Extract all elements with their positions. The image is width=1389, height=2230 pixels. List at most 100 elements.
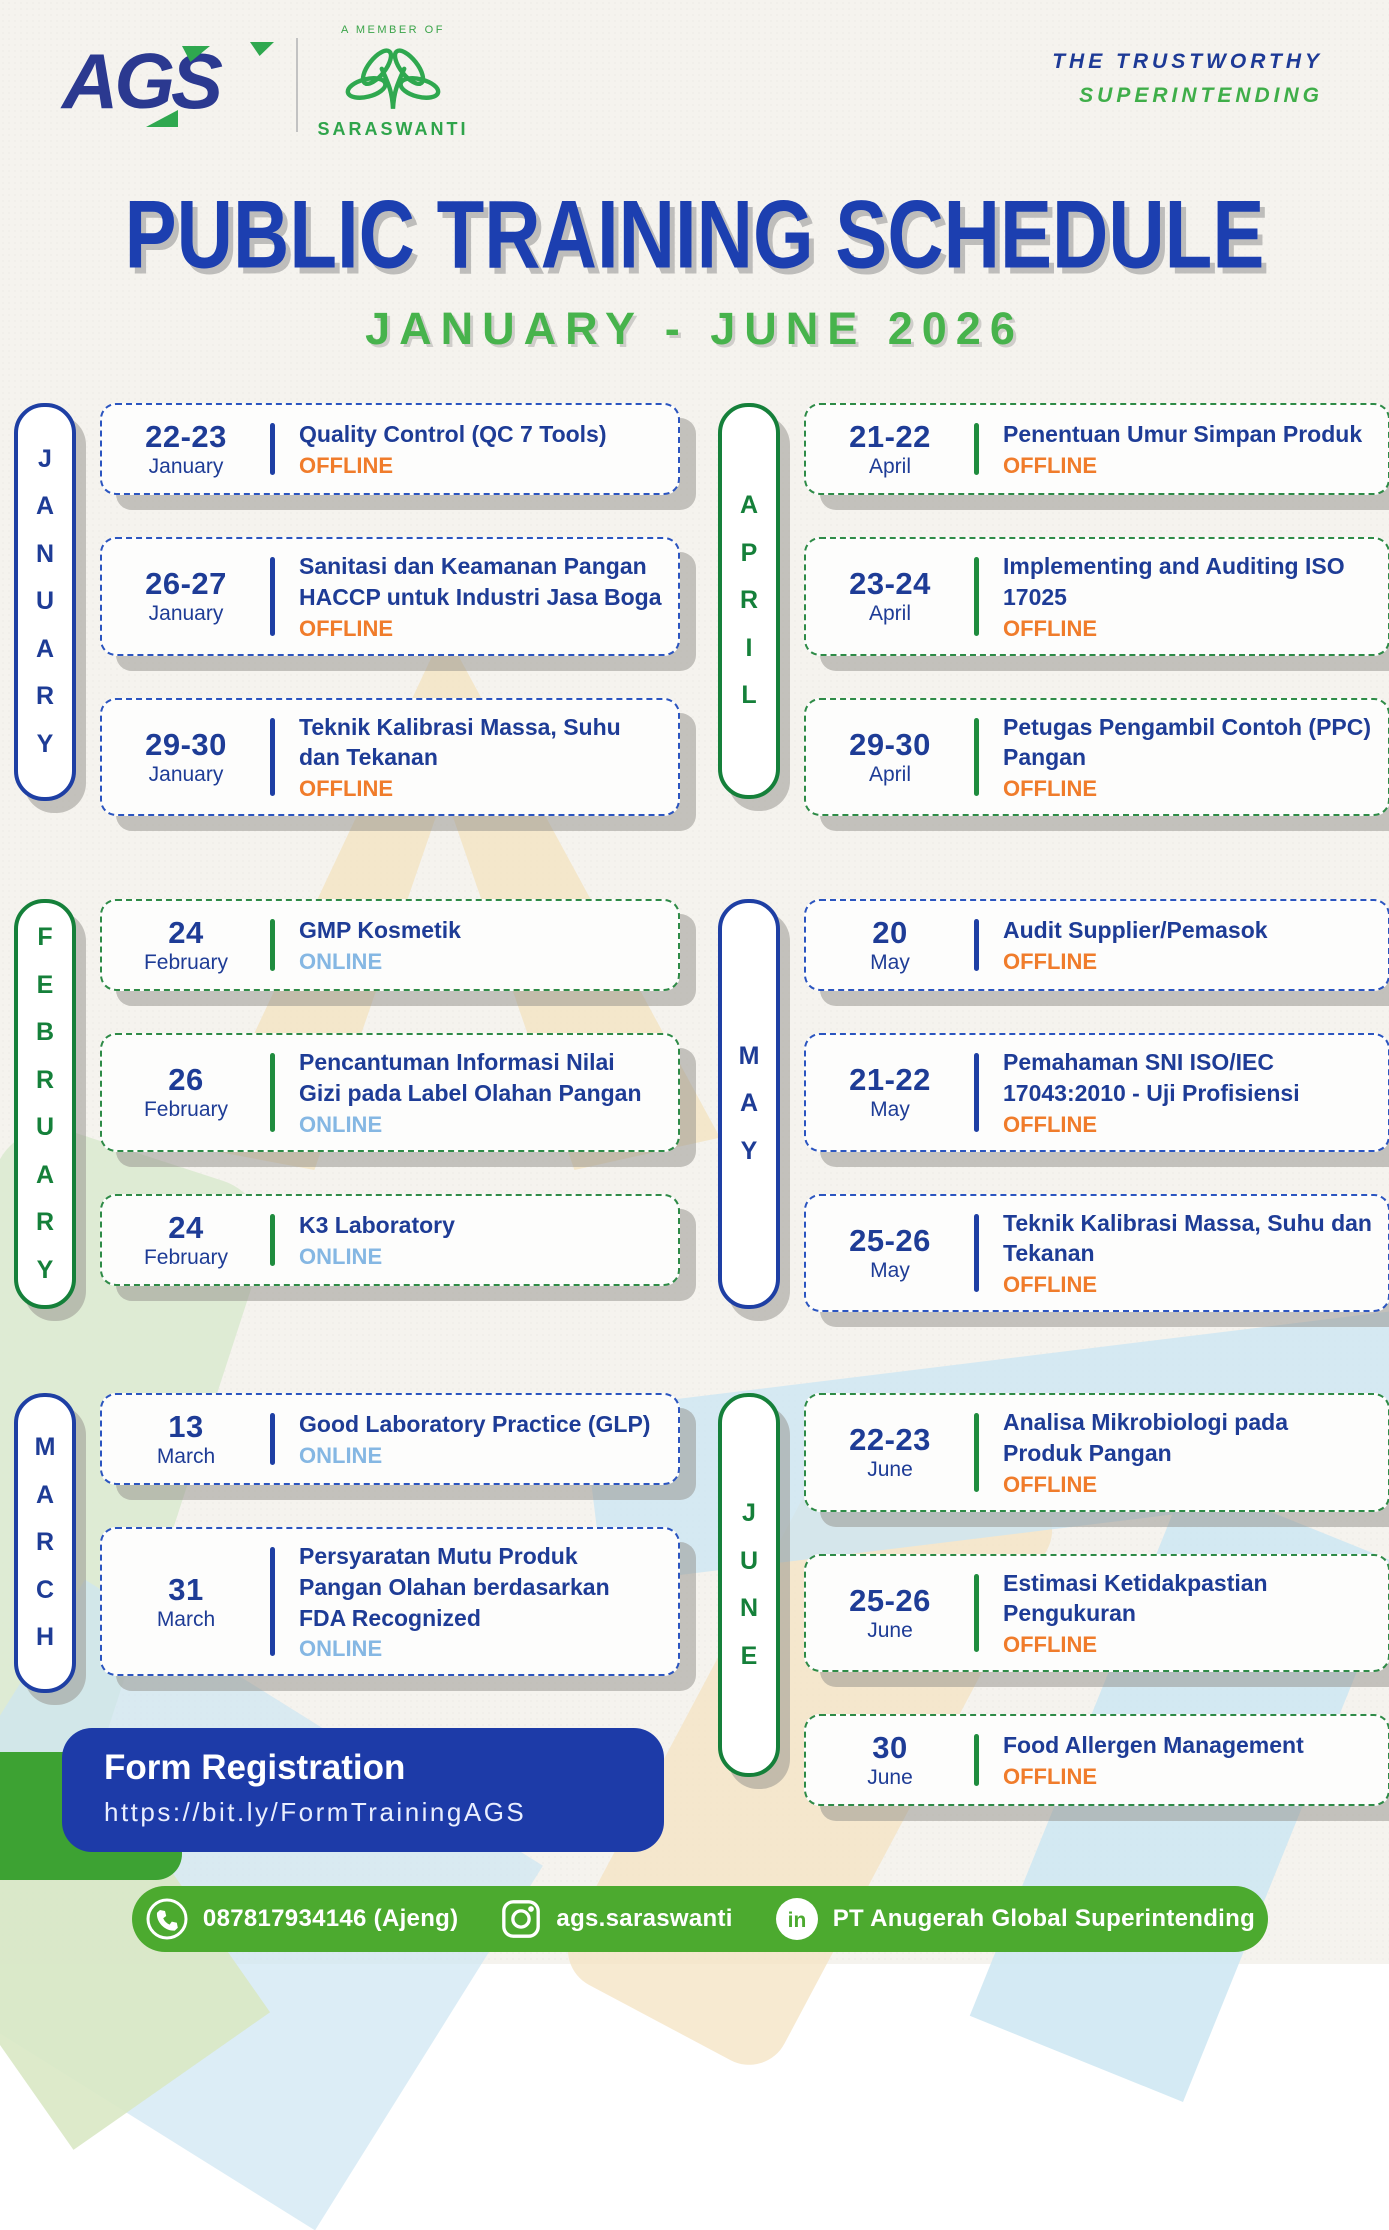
event-mode: ONLINE <box>299 1111 383 1137</box>
card-divider <box>974 1413 979 1492</box>
training-card: 21-22 April Penentuan Umur Simpan Produk… <box>804 403 1389 495</box>
registration-url-link[interactable]: https://bit.ly/FormTrainingAGS <box>104 1797 527 1827</box>
event-date-month: January <box>148 602 224 626</box>
event-body: Estimasi Ketidakpastian Pengukuran OFFLI… <box>979 1568 1372 1659</box>
month-cards-march: 13 March Good Laboratory Practice (GLP) … <box>100 1393 680 1693</box>
event-mode: OFFLINE <box>1003 452 1098 478</box>
event-date: 21-22 May <box>806 1062 974 1122</box>
event-date-month: February <box>143 951 229 974</box>
training-card: 22-23 January Quality Control (QC 7 Tool… <box>100 403 680 495</box>
lotus-icon <box>308 40 478 117</box>
event-date: 26-27 January <box>102 566 270 626</box>
event-title: Estimasi Ketidakpastian Pengukuran <box>1003 1569 1268 1627</box>
registration-panel: Form Registration https://bit.ly/FormTra… <box>62 1728 664 1852</box>
event-title: Analisa Mikrobiologi pada Produk Pangan <box>1003 1409 1288 1466</box>
event-body: Quality Control (QC 7 Tools) OFFLINE <box>275 419 662 479</box>
page-subtitle: JANUARY - JUNE 2026 <box>365 303 1024 354</box>
event-title: Persyaratan Mutu Produk Pangan Olahan be… <box>299 1543 610 1631</box>
event-date-month: May <box>870 951 910 974</box>
event-date-month: April <box>868 602 911 626</box>
event-body: Petugas Pengambil Contoh (PPC) Pangan OF… <box>979 712 1372 803</box>
event-body: Implementing and Auditing ISO 17025 OFFL… <box>979 551 1372 642</box>
training-card: 29-30 April Petugas Pengambil Contoh (PP… <box>804 697 1389 817</box>
event-mode: OFFLINE <box>1003 615 1098 641</box>
event-date: 26 February <box>102 1062 270 1122</box>
event-title: Audit Supplier/Pemasok <box>1003 917 1268 944</box>
instagram-icon <box>500 1898 542 1940</box>
event-title: Pemahaman SNI ISO/IEC 17043:2010 - Uji P… <box>1003 1049 1300 1106</box>
event-title: Pencantuman Informasi Nilai Gizi pada La… <box>299 1049 642 1106</box>
event-date: 22-23 January <box>102 419 270 479</box>
training-card: 20 May Audit Supplier/Pemasok OFFLINE <box>804 899 1389 991</box>
event-body: Good Laboratory Practice (GLP) ONLINE <box>275 1409 662 1469</box>
phone-contact[interactable]: 087817934146 (Ajeng) <box>145 1897 459 1941</box>
month-cards-april: 21-22 April Penentuan Umur Simpan Produk… <box>804 403 1389 817</box>
card-divider <box>974 717 979 797</box>
ags-logo: AGS <box>62 30 287 136</box>
company-tagline: THE TRUSTWORTHY SUPERINTENDING <box>1052 50 1323 108</box>
training-card: 26 February Pencantuman Informasi Nilai … <box>100 1033 680 1152</box>
member-name-label: SARASWANTI <box>317 119 469 139</box>
training-card: 24 February K3 Laboratory ONLINE <box>100 1193 680 1286</box>
event-date-number: 22-23 <box>849 1422 931 1458</box>
card-divider <box>270 1547 275 1657</box>
event-title: Sanitasi dan Keamanan Pangan HACCP untuk… <box>299 553 662 610</box>
training-card: 23-24 April Implementing and Auditing IS… <box>804 537 1389 656</box>
event-body: K3 Laboratory ONLINE <box>275 1210 662 1270</box>
event-date-number: 26 <box>168 1062 204 1098</box>
training-card: 21-22 May Pemahaman SNI ISO/IEC 17043:20… <box>804 1033 1389 1152</box>
event-date: 20 May <box>806 915 974 975</box>
event-mode: OFFLINE <box>1003 1764 1098 1790</box>
card-divider <box>974 1573 979 1653</box>
instagram-contact[interactable]: ags.saraswanti <box>500 1898 732 1940</box>
page-title: PUBLIC TRAINING SCHEDULE <box>124 179 1265 289</box>
event-mode: OFFLINE <box>299 452 394 478</box>
training-card: 30 June Food Allergen Management OFFLINE <box>804 1714 1389 1807</box>
card-divider <box>974 1734 979 1787</box>
training-card: 13 March Good Laboratory Practice (GLP) … <box>100 1393 680 1485</box>
event-date-number: 21-22 <box>849 419 931 454</box>
event-date-month: June <box>867 1618 913 1642</box>
event-body: Persyaratan Mutu Produk Pangan Olahan be… <box>275 1541 662 1662</box>
card-divider <box>270 557 275 636</box>
event-title: Implementing and Auditing ISO 17025 <box>1003 553 1345 610</box>
event-body: Sanitasi dan Keamanan Pangan HACCP untuk… <box>275 551 662 642</box>
training-card: 31 March Persyaratan Mutu Produk Pangan … <box>100 1527 680 1677</box>
event-date-number: 20 <box>872 915 908 950</box>
tagline-line1: THE TRUSTWORTHY <box>1052 50 1323 73</box>
event-date-month: March <box>156 1445 216 1468</box>
phone-icon <box>145 1897 189 1941</box>
event-date: 21-22 April <box>806 419 974 479</box>
event-mode: OFFLINE <box>299 615 394 641</box>
event-date-month: April <box>868 762 911 786</box>
card-divider <box>974 1053 979 1132</box>
month-cards-june: 22-23 June Analisa Mikrobiologi pada Pro… <box>804 1393 1389 1807</box>
company-name: PT Anugerah Global Superintending <box>832 1905 1256 1932</box>
linkedin-icon: in <box>775 1897 819 1941</box>
event-date-number: 26-27 <box>145 566 227 602</box>
event-mode: OFFLINE <box>1003 1471 1098 1497</box>
event-date-number: 23-24 <box>849 566 931 602</box>
linkedin-contact[interactable]: in PT Anugerah Global Superintending <box>775 1897 1255 1941</box>
event-body: Pencantuman Informasi Nilai Gizi pada La… <box>275 1047 662 1138</box>
event-body: Teknik Kalibrasi Massa, Suhu dan Tekanan… <box>979 1208 1372 1299</box>
event-date: 24 February <box>102 1210 270 1270</box>
card-divider <box>270 717 275 797</box>
event-date-month: May <box>870 1258 910 1282</box>
event-date: 30 June <box>806 1730 974 1790</box>
event-date-month: January <box>148 455 224 478</box>
event-date-number: 30 <box>872 1730 908 1766</box>
event-date-number: 13 <box>168 1409 204 1444</box>
event-mode: ONLINE <box>299 1442 383 1468</box>
